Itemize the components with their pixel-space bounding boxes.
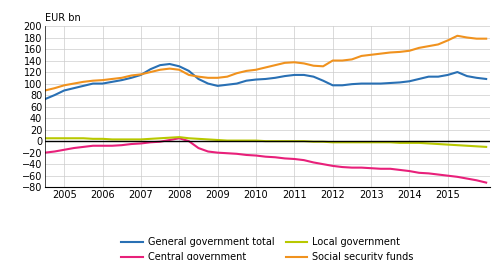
Legend: General government total, Central government, Local government, Social security : General government total, Central govern… (122, 237, 414, 260)
Text: EUR bn: EUR bn (45, 13, 81, 23)
